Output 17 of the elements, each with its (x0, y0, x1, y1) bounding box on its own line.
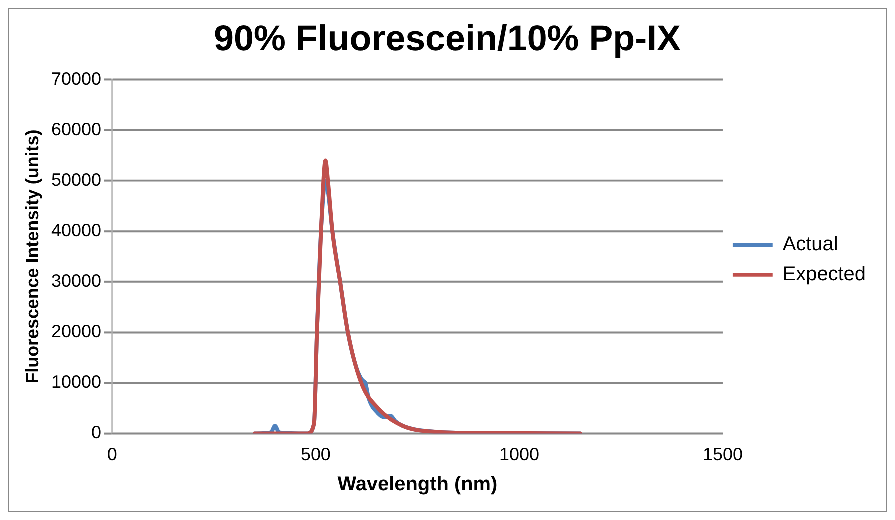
legend-label: Actual (782, 234, 838, 256)
y-tick-label: 10000 (52, 372, 102, 392)
chart-title: 90% Fluorescein/10% Pp-IX (214, 18, 682, 58)
y-tick-label: 40000 (52, 220, 102, 240)
legend-label: Expected (782, 263, 866, 286)
y-tick-label: 70000 (52, 68, 102, 89)
y-tick-label: 30000 (52, 271, 102, 292)
y-tick-label: 60000 (52, 119, 102, 140)
x-tick-label: 1500 (703, 444, 743, 464)
x-tick-label: 0 (107, 444, 118, 464)
x-tick-label: 1000 (499, 444, 540, 464)
y-tick-label: 50000 (52, 170, 102, 190)
y-tick-label: 0 (91, 422, 102, 443)
y-axis-title: Fluorescence Intensity (units) (22, 130, 43, 384)
x-tick-label: 500 (300, 444, 331, 464)
x-axis-title: Wavelength (nm) (338, 474, 498, 496)
y-tick-label: 20000 (52, 322, 102, 342)
